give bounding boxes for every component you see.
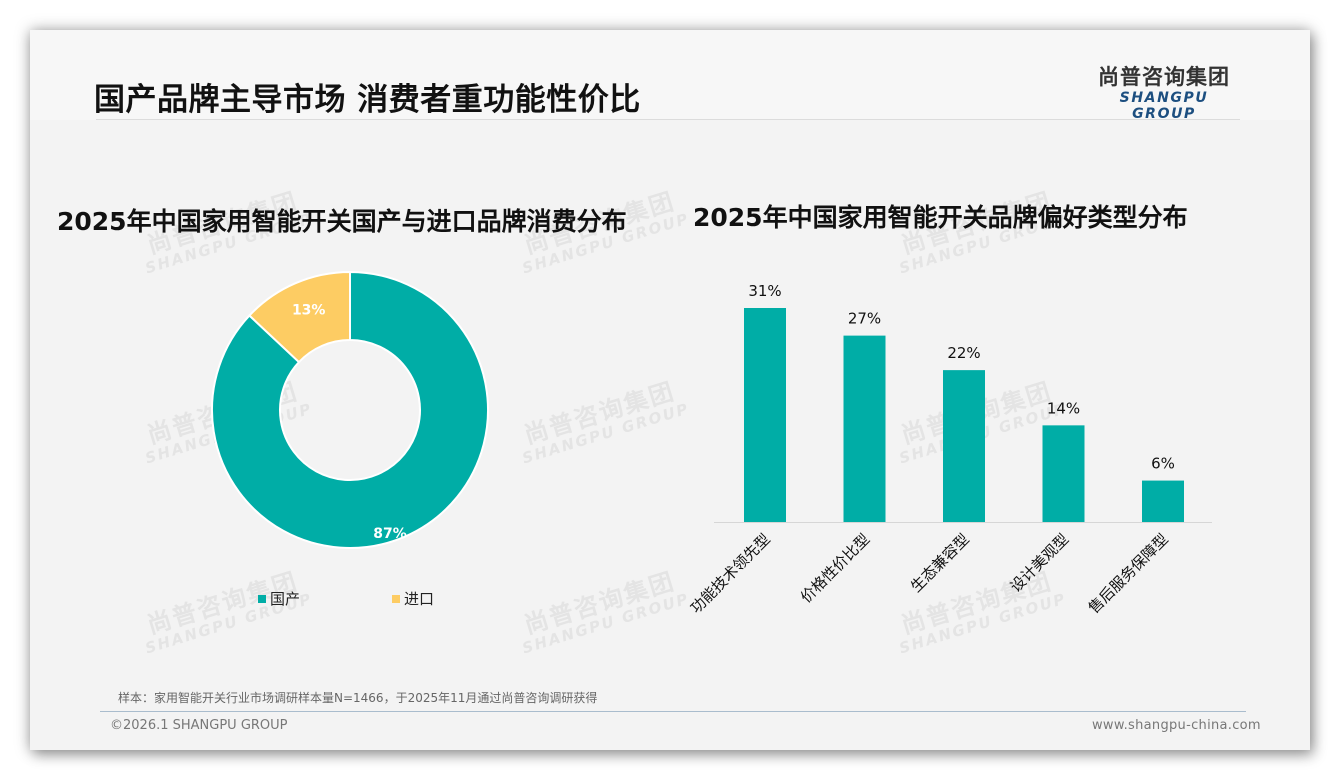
bar xyxy=(943,370,985,522)
company-logo: 尚普咨询集团 SHANGPU GROUP xyxy=(1088,64,1240,122)
header-band xyxy=(30,30,1310,120)
legend-label-imported: 进口 xyxy=(404,590,435,608)
bar-data-label: 14% xyxy=(1047,399,1080,417)
bar xyxy=(843,335,886,522)
x-axis-category-label: 生态兼容型 xyxy=(907,530,973,596)
footer-divider xyxy=(100,711,1246,712)
legend-label-domestic: 国产 xyxy=(270,590,301,608)
donut-data-label: 13% xyxy=(292,303,326,319)
logo-en-text: SHANGPU GROUP xyxy=(1119,90,1209,122)
logo-cn-text: 尚普咨询集团 xyxy=(1098,65,1230,89)
bar-data-label: 27% xyxy=(848,310,881,328)
copyright: ©2026.1 SHANGPU GROUP xyxy=(110,718,288,733)
legend-item-domestic: 国产 xyxy=(258,588,300,609)
x-axis-category-label: 功能技术领先型 xyxy=(687,530,774,617)
sample-note: 样本：家用智能开关行业市场调研样本量N=1466，于2025年11月通过尚普咨询… xyxy=(118,691,598,705)
website-link[interactable]: www.shangpu-china.com xyxy=(1092,718,1261,733)
bar-data-label: 22% xyxy=(947,344,980,362)
bar xyxy=(1042,425,1085,522)
bar-chart: 31% 功能技术领先型 27% 价格性价比型 22% 生态兼容型 14% 设计美观型 6% 售后服… xyxy=(687,280,1220,620)
bar xyxy=(1142,480,1184,522)
page-title: 国产品牌主导市场 消费者重功能性价比 xyxy=(94,82,641,118)
bar-data-label: 6% xyxy=(1151,455,1175,473)
legend-swatch-domestic xyxy=(258,594,266,603)
legend-item-imported: 进口 xyxy=(392,588,434,609)
donut-slice-imported xyxy=(247,270,351,364)
legend-swatch-imported xyxy=(392,594,400,603)
donut-slice-domestic xyxy=(211,270,489,549)
slide: 尚普咨询集团 SHANGPU GROUP 尚普咨询集团 SHANGPU GROUP … xyxy=(30,30,1310,750)
bar-chart-title: 2025年中国家用智能开关品牌偏好类型分布 xyxy=(693,203,1188,232)
donut-chart-svg: 87% 13% xyxy=(211,270,489,549)
x-axis-category-label: 价格性价比型 xyxy=(797,530,873,606)
x-axis-category-label: 设计美观型 xyxy=(1007,530,1073,596)
title-divider xyxy=(96,119,1240,120)
bar-chart-svg: 31% 功能技术领先型 27% 价格性价比型 22% 生态兼容型 14% 设计美观型 6% 售后服… xyxy=(687,282,1212,617)
donut-chart-title: 2025年中国家用智能开关国产与进口品牌消费分布 xyxy=(57,207,627,236)
x-axis-category-label: 售后服务保障型 xyxy=(1085,530,1172,617)
bar-data-label: 31% xyxy=(748,282,781,300)
donut-data-label: 87% xyxy=(373,526,407,542)
bar xyxy=(744,308,786,522)
donut-chart: 87% 13% xyxy=(210,270,490,550)
